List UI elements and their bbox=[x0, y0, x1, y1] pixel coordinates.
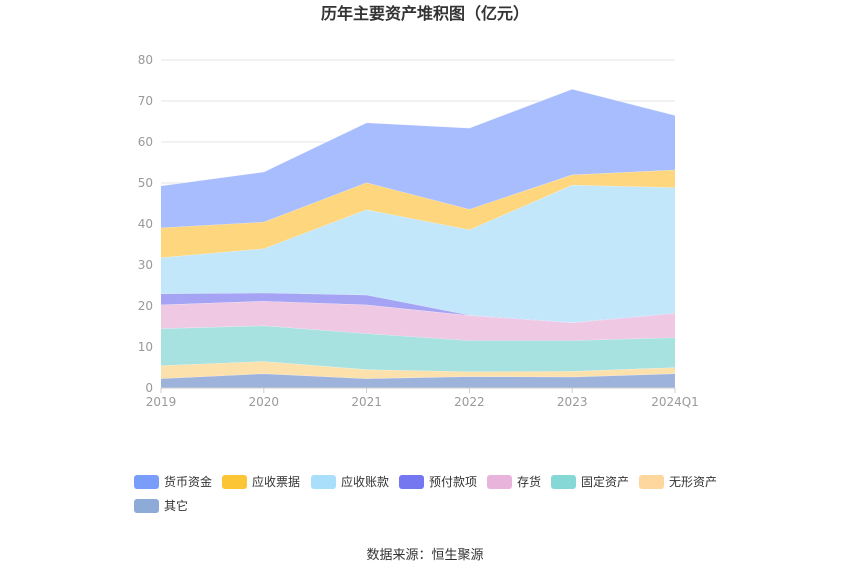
legend-item[interactable]: 应收票据 bbox=[222, 474, 300, 489]
legend-item[interactable]: 预付款项 bbox=[399, 475, 477, 489]
legend-item[interactable]: 无形资产 bbox=[639, 475, 717, 489]
y-tick-label: 10 bbox=[138, 340, 153, 354]
y-tick-label: 0 bbox=[145, 381, 153, 395]
legend-label: 存货 bbox=[517, 474, 541, 489]
legend-swatch bbox=[311, 475, 336, 489]
legend-item[interactable]: 其它 bbox=[134, 498, 188, 513]
legend-label: 预付款项 bbox=[429, 475, 477, 489]
area-edge bbox=[160, 88, 676, 187]
area-5 bbox=[161, 292, 675, 323]
legend-swatch bbox=[487, 475, 512, 489]
legend-swatch bbox=[134, 475, 159, 489]
y-tick-label: 30 bbox=[138, 258, 153, 272]
x-tick-label: 2020 bbox=[249, 395, 280, 409]
area-edge bbox=[160, 373, 676, 379]
x-tick-label: 2024Q1 bbox=[651, 395, 699, 409]
legend-label: 固定资产 bbox=[581, 474, 629, 489]
x-tick-label: 2021 bbox=[351, 395, 382, 409]
area-2 bbox=[161, 361, 675, 379]
area-series bbox=[160, 88, 676, 388]
legend-swatch bbox=[399, 475, 424, 489]
legend-label: 应收票据 bbox=[252, 474, 300, 489]
area-7 bbox=[161, 169, 675, 258]
data-source-label: 数据来源：恒生聚源 bbox=[366, 548, 483, 563]
legend-label: 应收账款 bbox=[341, 474, 389, 489]
y-tick-label: 60 bbox=[138, 135, 153, 149]
area-1 bbox=[161, 373, 675, 388]
chart-title: 历年主要资产堆积图（亿元） bbox=[321, 4, 529, 23]
y-tick-label: 20 bbox=[138, 299, 153, 313]
legend-item[interactable]: 货币资金 bbox=[134, 474, 212, 489]
y-tick-label: 70 bbox=[138, 94, 153, 108]
legend-item[interactable]: 固定资产 bbox=[551, 474, 629, 489]
area-6 bbox=[161, 185, 675, 323]
legend-label: 货币资金 bbox=[164, 474, 212, 489]
y-tick-label: 80 bbox=[138, 53, 153, 67]
legend-swatch bbox=[222, 475, 247, 489]
y-tick-label: 40 bbox=[138, 217, 153, 231]
legend-swatch bbox=[639, 475, 664, 489]
legend-swatch bbox=[134, 499, 159, 513]
area-4 bbox=[161, 301, 675, 341]
x-tick-label: 2019 bbox=[146, 395, 177, 409]
axes: 0 10 20 30 40 50 60 70 80 2019 2020 2021 2022 2023 202… bbox=[138, 53, 699, 409]
x-tick-label: 2023 bbox=[557, 395, 588, 409]
legend-swatch bbox=[551, 475, 576, 489]
legend-item[interactable]: 应收账款 bbox=[311, 474, 389, 489]
y-tick-label: 50 bbox=[138, 176, 153, 190]
area-8 bbox=[161, 89, 675, 228]
area-3 bbox=[161, 325, 675, 372]
legend-label: 无形资产 bbox=[669, 475, 717, 489]
legend-label: 其它 bbox=[164, 498, 188, 513]
area-edge bbox=[160, 300, 676, 324]
x-tick-label: 2022 bbox=[454, 395, 485, 409]
legend-item[interactable]: 存货 bbox=[487, 474, 541, 489]
